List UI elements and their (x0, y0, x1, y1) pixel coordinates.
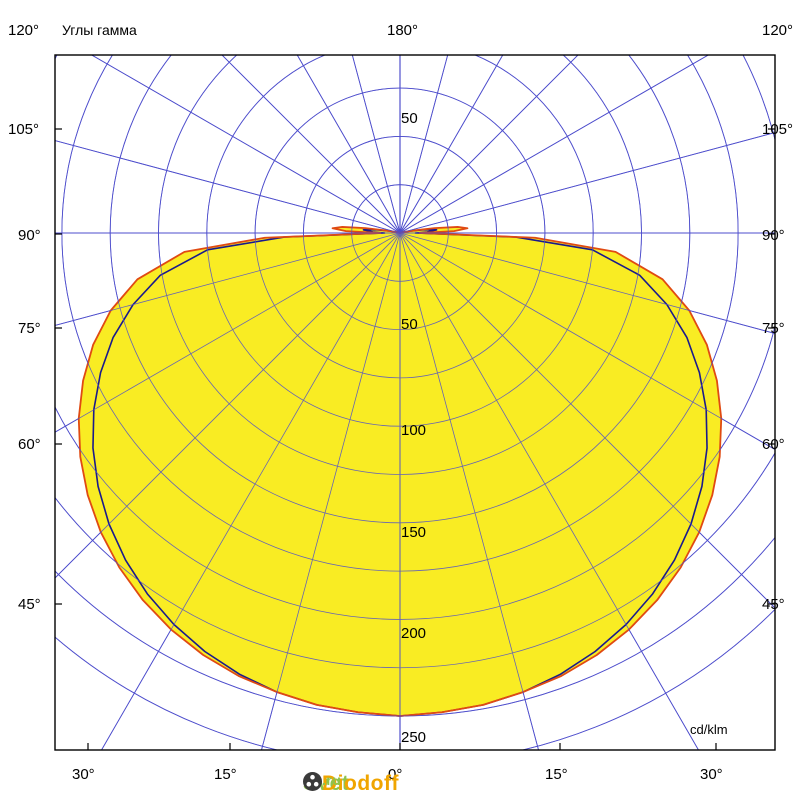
angle-label-bottom-15-right: 15° (545, 766, 568, 783)
radial-label-50-top: 50 (401, 110, 418, 127)
unit-label: cd/klm (690, 722, 728, 737)
radial-label-250: 250 (401, 729, 427, 746)
frame-ticks (55, 128, 775, 750)
angle-label-right-105: 105° (762, 121, 794, 138)
angle-label-left-90: 90° (18, 227, 41, 244)
angle-label-top-center: 180° (387, 22, 419, 39)
angle-label-left-45: 45° (18, 596, 41, 613)
radial-label-150: 150 (401, 524, 427, 541)
axis-title: Углы гамма (62, 22, 137, 38)
radial-label-100: 100 (401, 422, 427, 439)
angle-label-right-90: 90° (762, 227, 785, 244)
angle-label-top-left: 120° (8, 22, 40, 39)
watermark: Svet Diodoff .ru (303, 772, 398, 795)
angle-label-left-60: 60° (18, 436, 41, 453)
plot-frame (54, 54, 776, 751)
watermark-part3: .ru (322, 772, 342, 788)
angle-label-bottom-15-left: 15° (214, 766, 237, 783)
angle-label-right-75: 75° (762, 320, 785, 337)
watermark-part2: Diodoff (322, 772, 399, 795)
radial-label-50: 50 (401, 316, 418, 333)
angle-label-bottom-30-right: 30° (700, 766, 723, 783)
angle-label-right-60: 60° (762, 436, 785, 453)
angle-label-top-right: 120° (762, 22, 794, 39)
angle-label-bottom-0: 0° (388, 766, 403, 783)
angle-label-right-45: 45° (762, 596, 785, 613)
angle-label-left-75: 75° (18, 320, 41, 337)
radial-label-200: 200 (401, 625, 427, 642)
angle-label-left-105: 105° (8, 121, 40, 138)
angle-label-bottom-30-left: 30° (72, 766, 95, 783)
watermark-logo-icon (303, 772, 322, 791)
